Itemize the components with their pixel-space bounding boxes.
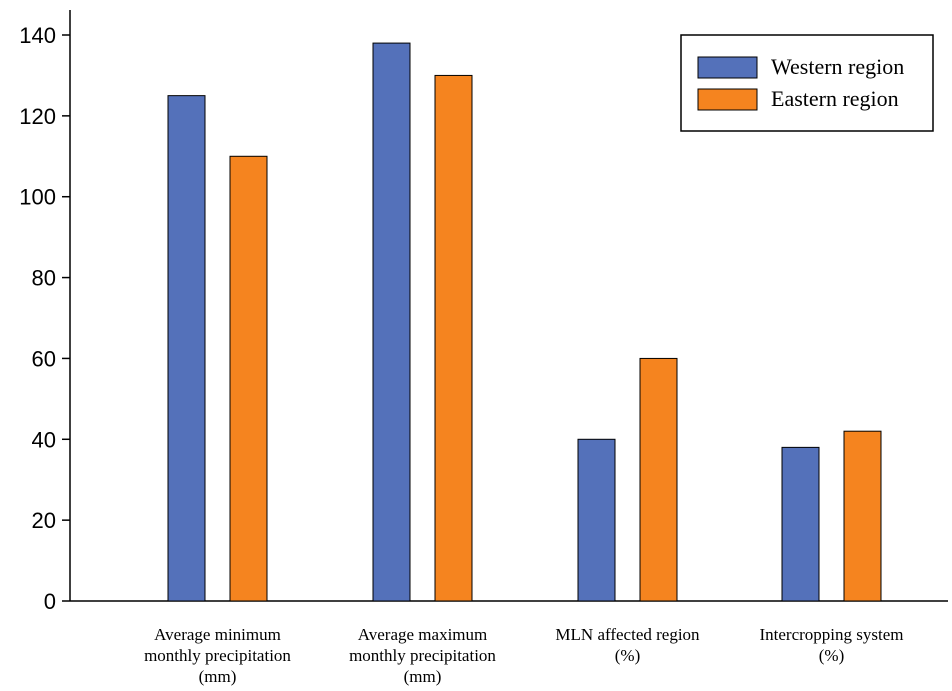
bar-western-region-0 <box>167 95 206 602</box>
y-tick-label: 20 <box>32 508 56 533</box>
category-labels: Average minimum monthly precipitation (mm)… <box>144 625 903 686</box>
chart-legend: Western region Eastern region <box>680 34 934 132</box>
bar-eastern-region-3 <box>843 430 882 602</box>
bar-eastern-region-1 <box>434 74 473 602</box>
x-tick-label-line: Intercropping system <box>760 625 904 644</box>
x-tick-label-line: Average minimum <box>154 625 281 644</box>
y-tick-label: 120 <box>19 104 56 129</box>
chart-bars <box>167 42 882 602</box>
legend-swatch <box>697 56 758 79</box>
x-tick-label-line: (mm) <box>404 667 442 686</box>
x-tick-label-line: Average maximum <box>358 625 488 644</box>
x-tick-label-line: (mm) <box>199 667 237 686</box>
y-tick-label: 80 <box>32 266 56 291</box>
bar-western-region-1 <box>372 42 411 602</box>
x-tick-label: Intercropping system (%) <box>760 625 904 665</box>
bar-eastern-region-0 <box>229 155 268 602</box>
legend-label: Eastern region <box>771 86 899 111</box>
bar-western-region-2 <box>577 438 616 602</box>
y-tick-label: 60 <box>32 346 56 371</box>
y-tick-label: 140 <box>19 23 56 48</box>
x-tick-label-line: MLN affected region <box>555 625 700 644</box>
legend-box <box>680 34 934 132</box>
y-tick-label: 40 <box>32 427 56 452</box>
x-tick-label-line: (%) <box>819 646 844 665</box>
y-tick-label: 100 <box>19 185 56 210</box>
chart-axes: 0 20 40 60 80 100 120 140 <box>19 10 948 614</box>
x-tick-label: Average maximum monthly precipitation (mm) <box>349 625 496 686</box>
bar-western-region-3 <box>781 446 820 602</box>
y-tick-label: 0 <box>44 589 56 614</box>
x-tick-label: MLN affected region (%) <box>555 625 700 665</box>
bar-eastern-region-2 <box>639 357 678 602</box>
x-tick-label: Average minimum monthly precipitation (mm) <box>144 625 291 686</box>
x-tick-label-line: monthly precipitation <box>144 646 291 665</box>
x-tick-label-line: monthly precipitation <box>349 646 496 665</box>
legend-swatch <box>697 88 758 111</box>
legend-label: Western region <box>771 54 904 79</box>
x-tick-label-line: (%) <box>615 646 640 665</box>
